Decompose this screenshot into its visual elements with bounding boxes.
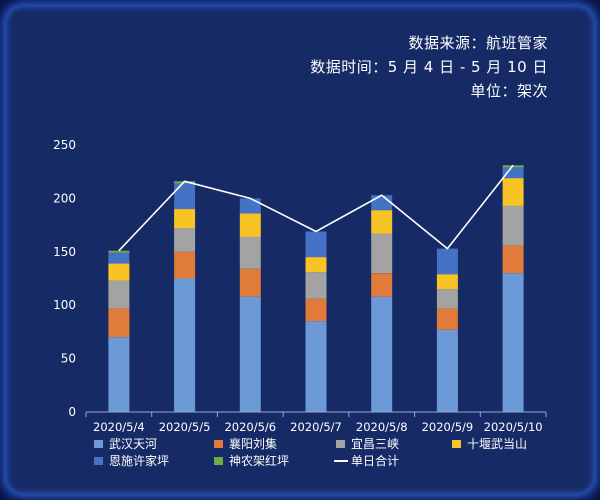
bar-segment-2-6 [436, 308, 458, 330]
legend-label: 襄阳刘集 [229, 436, 277, 451]
bar-segment-6-1 [108, 250, 130, 253]
bar-segment-2-2 [174, 251, 196, 279]
bar-layer [108, 165, 524, 412]
bar-segment-3-1 [108, 280, 130, 309]
bar-segment-1-7 [502, 273, 524, 412]
unit-note: 单位：架次 [470, 82, 548, 100]
bar-segment-4-6 [436, 274, 458, 290]
bar-segment-3-4 [305, 272, 327, 299]
axis-layer: 0 50 100 150 200 250 2020/5/4 2020/5/5 2020/5/6 2… [53, 138, 547, 434]
bar-segment-5-4 [305, 231, 327, 258]
x-tick-label: 2020/5/8 [356, 420, 408, 434]
bar-segment-3-7 [502, 205, 524, 246]
bar-segment-5-7 [502, 167, 524, 179]
x-tick-label: 2020/5/4 [93, 420, 145, 434]
bar-segment-5-5 [371, 195, 393, 211]
period-note: 数据时间：5 月 4 日 - 5 月 10 日 [310, 58, 548, 76]
y-tick-label: 100 [53, 298, 76, 312]
bar-segment-2-1 [108, 308, 130, 338]
bar-segment-3-2 [174, 228, 196, 252]
legend-label: 单日合计 [351, 453, 399, 468]
legend-swatch [452, 440, 461, 448]
bar-segment-5-1 [108, 252, 130, 264]
bar-segment-5-6 [436, 248, 458, 275]
legend-swatch [94, 457, 103, 465]
source-note: 数据来源：航班管家 [408, 34, 548, 52]
bar-segment-4-1 [108, 263, 130, 281]
bar-segment-1-2 [174, 278, 196, 412]
legend-label: 神农架红坪 [229, 453, 289, 468]
y-tick-label: 200 [53, 191, 76, 205]
legend-swatch [214, 440, 223, 448]
bar-segment-4-5 [371, 210, 393, 234]
bar-segment-1-3 [239, 296, 261, 412]
bar-segment-1-6 [436, 329, 458, 412]
x-tick-label: 2020/5/6 [224, 420, 276, 434]
bar-segment-2-7 [502, 245, 524, 274]
legend-swatch [214, 457, 223, 465]
bar-segment-2-4 [305, 298, 327, 322]
bar-segment-4-4 [305, 257, 327, 273]
bar-segment-1-1 [108, 337, 130, 412]
chart-panel [6, 6, 594, 494]
x-tick-label: 2020/5/5 [159, 420, 211, 434]
bar-segment-2-3 [239, 268, 261, 297]
bar-segment-3-3 [239, 236, 261, 269]
bar-segment-4-3 [239, 213, 261, 237]
legend-label: 恩施许家坪 [109, 453, 169, 468]
x-tick-label: 2020/5/7 [290, 420, 342, 434]
y-tick-label: 50 [61, 352, 76, 366]
legend-label: 武汉天河 [109, 437, 157, 451]
legend-label: 宜昌三峡 [351, 436, 399, 451]
legend-label: 十堰武当山 [467, 437, 527, 451]
y-tick-label: 150 [53, 245, 76, 259]
bar-segment-2-5 [371, 273, 393, 297]
legend-swatch [336, 440, 345, 448]
bar-segment-4-7 [502, 178, 524, 206]
bar-segment-5-3 [239, 198, 261, 214]
total-line [118, 164, 514, 252]
total-line-layer [118, 164, 514, 252]
y-tick-label: 250 [53, 138, 76, 152]
bar-segment-5-2 [174, 183, 196, 209]
y-tick-label: 0 [68, 405, 76, 419]
bar-segment-3-5 [371, 233, 393, 274]
x-tick-label: 2020/5/9 [422, 420, 474, 434]
bar-segment-1-5 [371, 296, 393, 412]
x-tick-label: 2020/5/10 [484, 420, 543, 434]
legend-swatch [94, 440, 103, 448]
bar-segment-4-2 [174, 209, 196, 229]
bar-segment-1-4 [305, 321, 327, 412]
bar-segment-3-6 [436, 289, 458, 309]
